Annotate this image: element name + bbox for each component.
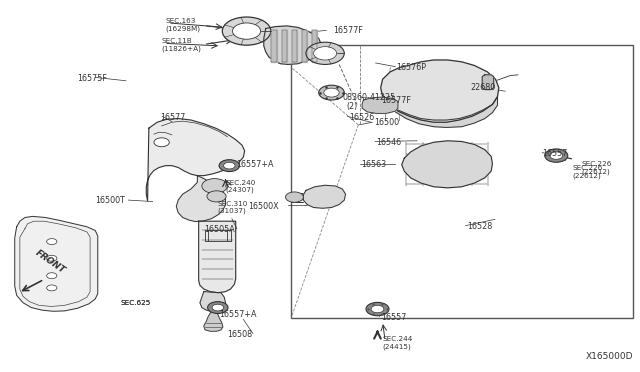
Circle shape — [154, 138, 170, 147]
Bar — [291, 45, 633, 318]
Text: 08360-41225: 08360-41225 — [342, 93, 396, 102]
Polygon shape — [482, 75, 493, 90]
Text: 16500T: 16500T — [95, 196, 125, 205]
Circle shape — [222, 17, 271, 45]
Polygon shape — [302, 30, 307, 62]
Circle shape — [306, 42, 344, 64]
Text: 16577F: 16577F — [333, 26, 363, 35]
Text: 16500: 16500 — [374, 119, 399, 128]
Text: SEC.625: SEC.625 — [121, 300, 151, 306]
Text: SEC.163
(16298M): SEC.163 (16298M) — [166, 18, 200, 32]
Polygon shape — [389, 97, 497, 128]
Polygon shape — [147, 119, 244, 201]
Text: SEC.625: SEC.625 — [121, 300, 151, 306]
Circle shape — [232, 23, 260, 39]
Text: SEC.11B
(11826+A): SEC.11B (11826+A) — [162, 38, 202, 52]
Polygon shape — [362, 97, 398, 113]
Circle shape — [319, 85, 344, 100]
Text: SEC.310
(31037): SEC.310 (31037) — [218, 201, 248, 214]
Text: SEC.244
(24415): SEC.244 (24415) — [383, 336, 413, 350]
Circle shape — [212, 304, 223, 311]
Text: 22680: 22680 — [470, 83, 495, 92]
Circle shape — [47, 285, 57, 291]
Circle shape — [545, 149, 568, 162]
Circle shape — [47, 255, 57, 261]
Text: SEC.226
(22612): SEC.226 (22612) — [572, 165, 603, 179]
Text: X165000D: X165000D — [586, 352, 633, 361]
Polygon shape — [198, 221, 236, 293]
Circle shape — [207, 191, 226, 202]
Polygon shape — [204, 311, 223, 331]
Text: 16557: 16557 — [381, 313, 406, 322]
Text: SEC.240
(24307): SEC.240 (24307) — [225, 180, 256, 193]
Text: (2): (2) — [347, 102, 358, 111]
Text: 16500X: 16500X — [248, 202, 279, 211]
Text: 16577F: 16577F — [381, 96, 410, 105]
Circle shape — [285, 192, 303, 202]
Text: 16528: 16528 — [467, 222, 492, 231]
Text: 16576P: 16576P — [397, 63, 427, 72]
Text: 16508: 16508 — [227, 330, 253, 340]
Text: 16546: 16546 — [376, 138, 401, 147]
Text: 16526: 16526 — [349, 113, 374, 122]
Polygon shape — [303, 185, 346, 208]
Text: SEC.226
(22612): SEC.226 (22612) — [582, 161, 612, 175]
Polygon shape — [271, 30, 276, 62]
Circle shape — [324, 88, 339, 97]
Text: 16557+A: 16557+A — [219, 311, 257, 320]
Circle shape — [47, 273, 57, 279]
Circle shape — [219, 160, 239, 171]
Polygon shape — [282, 30, 287, 62]
Circle shape — [371, 305, 384, 313]
Text: 16557: 16557 — [542, 149, 568, 158]
Text: 16577: 16577 — [161, 113, 186, 122]
Circle shape — [366, 302, 389, 316]
Polygon shape — [381, 60, 499, 122]
Circle shape — [207, 302, 228, 314]
Circle shape — [550, 152, 563, 159]
Polygon shape — [264, 26, 321, 64]
Polygon shape — [176, 176, 225, 222]
Polygon shape — [312, 30, 317, 62]
Circle shape — [314, 46, 337, 60]
Text: 16563: 16563 — [362, 160, 387, 169]
Text: 16557+A: 16557+A — [236, 160, 273, 169]
Polygon shape — [15, 217, 98, 311]
Circle shape — [223, 162, 235, 169]
Circle shape — [202, 179, 227, 193]
Text: 16575F: 16575F — [77, 74, 108, 83]
Polygon shape — [402, 141, 492, 188]
Polygon shape — [200, 292, 225, 311]
Circle shape — [47, 238, 57, 244]
Text: FRONT: FRONT — [34, 248, 67, 276]
Text: 16505A: 16505A — [204, 225, 234, 234]
Polygon shape — [292, 30, 297, 62]
